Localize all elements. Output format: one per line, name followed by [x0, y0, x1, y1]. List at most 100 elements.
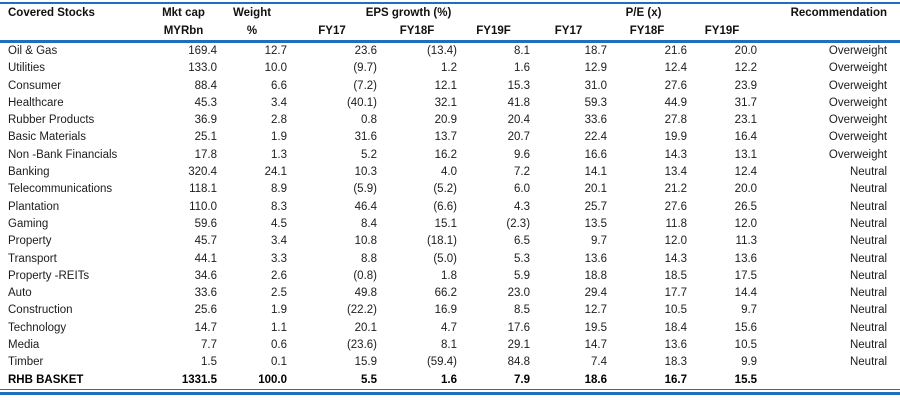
recommendation-cell: Overweight	[828, 45, 888, 57]
pe-fy18f-cell: 17.7	[664, 287, 688, 300]
eps-growth-fy18f-cell: 13.7	[434, 131, 457, 144]
table-row: Auto 33.6 2.5 49.8 66.2 23.0 29.4 17.7 1…	[0, 285, 900, 302]
recommendation-cell	[757, 372, 900, 389]
recommendation-cell: Overweight	[828, 148, 888, 161]
table-row: Rubber Products 36.9 2.8 0.8 20.9 20.4 3…	[0, 112, 900, 129]
eps-growth-fy19f-cell: 6.0	[514, 183, 531, 196]
recommendation-cell: Neutral	[849, 287, 888, 300]
pe-fy19f-cell: 9.7	[741, 304, 758, 317]
weight-cell: 2.5	[271, 287, 287, 300]
mktcap-cell: 45.3	[194, 96, 217, 109]
eps-growth-fy17-cell: (23.6)	[346, 339, 377, 352]
eps-growth-fy19f-cell: 5.9	[514, 269, 531, 282]
col-header-covered-stocks: Covered Stocks	[8, 7, 95, 19]
pe-fy18f-cell: 27.8	[664, 114, 688, 127]
col-header-mktcap: Mkt cap	[162, 7, 205, 19]
weight-cell: 1.9	[271, 304, 287, 317]
pe-fy17-cell: 18.6	[584, 373, 608, 386]
weight-cell: 2.8	[271, 114, 287, 127]
eps-growth-fy19f-cell: 8.5	[514, 304, 531, 317]
mktcap-cell: 14.7	[194, 321, 217, 334]
table-row: Consumer 88.4 6.6 (7.2) 12.1 15.3 31.0 2…	[0, 78, 900, 95]
pe-fy19f-cell: 20.0	[734, 183, 758, 196]
eps-growth-fy18f-cell: 8.1	[441, 339, 457, 352]
weight-cell: 1.9	[271, 131, 287, 144]
weight-cell: 8.3	[271, 200, 287, 213]
eps-growth-fy18f-cell: 4.7	[441, 321, 457, 334]
eps-growth-fy17-cell: 5.5	[361, 373, 377, 386]
recommendation-cell: Overweight	[828, 62, 888, 75]
eps-growth-fy19f-cell: 9.6	[514, 148, 531, 161]
mktcap-cell: 34.6	[194, 269, 217, 282]
mktcap-cell: 17.8	[194, 148, 217, 161]
eps-growth-fy17-cell: 10.8	[354, 235, 377, 248]
pe-fy19f-cell: 31.7	[734, 96, 758, 109]
pe-fy17-cell: 25.7	[584, 200, 608, 213]
weight-cell: 3.4	[271, 235, 287, 248]
table-row: Property 45.7 3.4 10.8 (18.1) 6.5 9.7 12…	[0, 233, 900, 250]
pe-fy19f-cell: 23.9	[734, 79, 758, 92]
eps-growth-fy19f-cell: 20.7	[507, 131, 531, 144]
pe-fy17-cell: 18.7	[584, 45, 608, 57]
eps-growth-fy17-cell: 5.2	[361, 148, 377, 161]
pe-fy18f-cell: 12.4	[664, 62, 688, 75]
table-row: Gaming 59.6 4.5 8.4 15.1 (2.3) 13.5 11.8…	[0, 216, 900, 233]
col-subheader-pe-fy18f: FY18F	[629, 25, 665, 37]
mktcap-cell: 25.6	[194, 304, 217, 317]
col-header-weight: Weight	[232, 7, 272, 19]
eps-growth-fy17-cell: (0.8)	[353, 269, 377, 282]
recommendation-cell: Overweight	[828, 114, 888, 127]
stock-name-cell: Auto	[8, 287, 32, 300]
weight-cell: 6.6	[271, 79, 287, 92]
pe-fy18f-cell: 27.6	[664, 79, 688, 92]
table-row: RHB BASKET 1331.5 100.0 5.5 1.6 7.9 18.6…	[0, 372, 900, 389]
pe-fy17-cell: 33.6	[584, 114, 608, 127]
recommendation-cell: Neutral	[849, 166, 888, 179]
eps-growth-fy19f-cell: 8.1	[514, 45, 531, 57]
sector-valuation-table: Covered Stocks Mkt cap Weight EPS growth…	[0, 2, 900, 389]
stock-name-cell: Property	[8, 235, 52, 248]
pe-fy18f-cell: 19.9	[664, 131, 688, 144]
mktcap-cell: 7.7	[201, 339, 217, 352]
eps-growth-fy18f-cell: 16.9	[434, 304, 457, 317]
mktcap-cell: 133.0	[188, 62, 217, 75]
pe-fy19f-cell: 17.5	[734, 269, 758, 282]
eps-growth-fy17-cell: (22.2)	[346, 304, 377, 317]
pe-fy18f-cell: 18.5	[664, 269, 688, 282]
eps-growth-fy19f-cell: 7.9	[514, 373, 531, 386]
col-subheader-pe-fy17: FY17	[554, 25, 583, 37]
eps-growth-fy19f-cell: 1.6	[514, 62, 531, 75]
eps-growth-fy19f-cell: 17.6	[507, 321, 531, 334]
table-row: Property -REITs 34.6 2.6 (0.8) 1.8 5.9 1…	[0, 268, 900, 285]
stock-name-cell: Banking	[8, 166, 50, 179]
eps-growth-fy17-cell: 0.8	[361, 114, 377, 127]
eps-growth-fy17-cell: 20.1	[354, 321, 377, 334]
pe-fy18f-cell: 13.6	[664, 339, 688, 352]
pe-fy17-cell: 13.5	[584, 217, 608, 230]
header-row-subcols: MYRbn % FY17 FY18F FY19F FY17 FY18F FY19…	[0, 22, 900, 42]
recommendation-cell: Overweight	[828, 131, 888, 144]
mktcap-cell: 1331.5	[181, 373, 217, 386]
pe-fy19f-cell: 14.4	[734, 287, 758, 300]
pe-fy17-cell: 22.4	[584, 131, 608, 144]
table-row: Basic Materials 25.1 1.9 31.6 13.7 20.7 …	[0, 129, 900, 146]
pe-fy17-cell: 31.0	[584, 79, 608, 92]
pe-fy17-cell: 13.6	[584, 252, 608, 265]
table-row: Telecommunications 118.1 8.9 (5.9) (5.2)…	[0, 181, 900, 198]
col-subheader-myrbn: MYRbn	[163, 25, 204, 37]
weight-cell: 8.9	[271, 183, 287, 196]
stock-name-cell: Healthcare	[8, 96, 64, 109]
recommendation-cell: Neutral	[849, 200, 888, 213]
pe-fy17-cell: 20.1	[584, 183, 608, 196]
stock-name-cell: Construction	[8, 304, 73, 317]
pe-fy17-cell: 12.9	[584, 62, 608, 75]
pe-fy17-cell: 59.3	[584, 96, 608, 109]
pe-fy19f-cell: 15.5	[734, 373, 758, 386]
eps-growth-fy18f-cell: 1.8	[441, 269, 457, 282]
table-bottom-rule	[0, 388, 900, 395]
eps-growth-fy17-cell: 31.6	[354, 131, 377, 144]
eps-growth-fy18f-cell: (13.4)	[426, 45, 457, 57]
recommendation-cell: Overweight	[828, 96, 888, 109]
table-row: Healthcare 45.3 3.4 (40.1) 32.1 41.8 59.…	[0, 95, 900, 112]
pe-fy17-cell: 16.6	[584, 148, 608, 161]
